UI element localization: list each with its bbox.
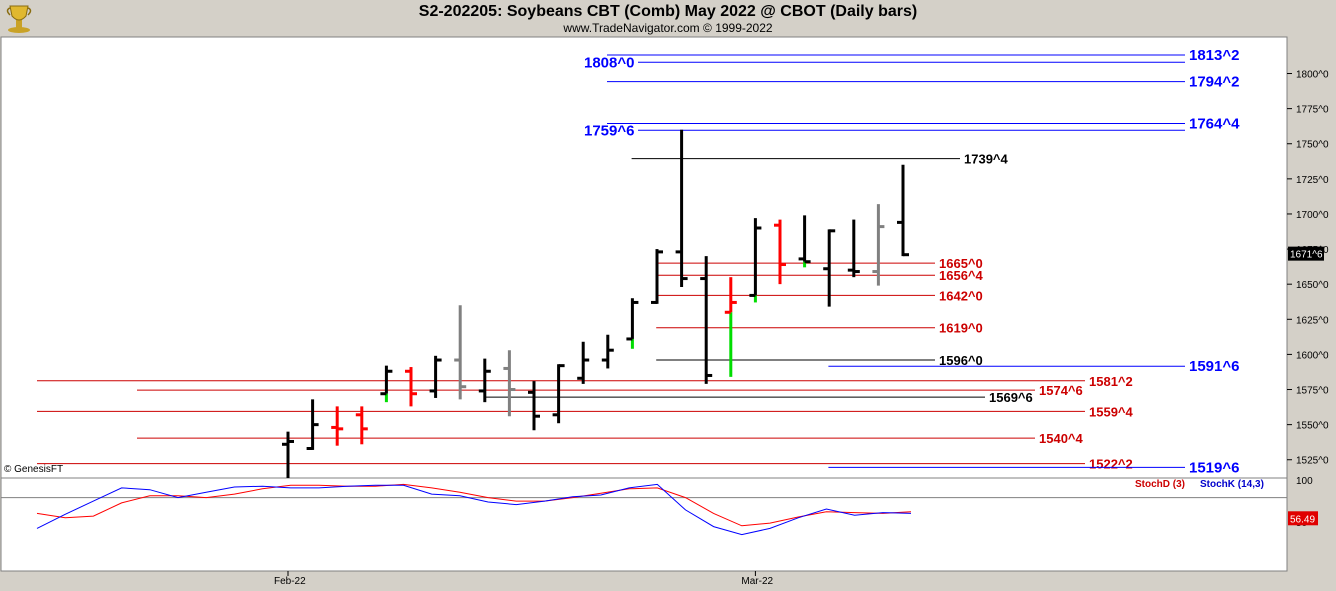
stochK-legend: StochK (14,3) xyxy=(1200,479,1264,490)
price-bar xyxy=(749,218,762,303)
level-label: 1656^4 xyxy=(939,268,984,283)
price-bar xyxy=(528,381,540,431)
level-label: 1581^2 xyxy=(1089,374,1133,389)
trophy-logo-icon xyxy=(6,5,32,33)
price-bar xyxy=(700,256,713,384)
price-bar xyxy=(897,164,909,257)
price-bar xyxy=(331,406,344,446)
chart-subtitle: www.TradeNavigator.com © 1999-2022 xyxy=(563,21,773,35)
stoch-last-marker xyxy=(1288,511,1318,526)
price-bar xyxy=(454,305,467,400)
level-label: 1794^2 xyxy=(1189,74,1239,91)
chart-header: S2-202205: Soybeans CBT (Comb) May 2022 … xyxy=(0,0,1336,36)
price-bar xyxy=(872,204,885,286)
level-label: 1739^4 xyxy=(964,152,1009,167)
stochD-legend: StochD (3) xyxy=(1135,479,1185,490)
price-bar xyxy=(552,364,565,424)
level-label: 1813^2 xyxy=(1189,47,1239,64)
last-price-label: 1671^6 xyxy=(1290,250,1323,261)
price-bar xyxy=(601,334,614,369)
last-price-marker xyxy=(1288,246,1324,261)
level-label: 1540^4 xyxy=(1039,431,1084,446)
price-tick-label: 1625^0 xyxy=(1296,315,1329,326)
level-label: 1808^0 xyxy=(584,54,634,71)
stochastic-plot: StochD (3) StochK (14,3) xyxy=(1,479,1287,536)
chart-title: S2-202205: Soybeans CBT (Comb) May 2022 … xyxy=(418,3,918,20)
level-label: 1642^0 xyxy=(939,288,983,303)
price-bar xyxy=(651,249,663,304)
level-label: 1619^0 xyxy=(939,321,983,336)
price-tick-label: 1750^0 xyxy=(1296,140,1329,151)
level-label: 1519^6 xyxy=(1189,459,1239,476)
level-label: 1559^4 xyxy=(1089,404,1134,419)
stoch-series-line xyxy=(36,483,912,527)
price-bar xyxy=(774,219,786,285)
price-tick-label: 1650^0 xyxy=(1296,280,1329,291)
price-tick-label: 1550^0 xyxy=(1296,421,1329,432)
x-tick-label: Feb-22 xyxy=(274,576,306,587)
price-plot: 1813^2 1808^0 1794^2 1764^4 1759^6 1739^4 1665… xyxy=(37,47,1240,478)
price-tick-label: 1725^0 xyxy=(1296,175,1329,186)
level-label: 1665^0 xyxy=(939,256,983,271)
price-tick-label: 1600^0 xyxy=(1296,350,1329,361)
level-label: 1759^6 xyxy=(584,122,634,139)
price-bar xyxy=(577,341,590,384)
price-bar xyxy=(380,365,393,403)
level-label: 1569^6 xyxy=(989,390,1033,405)
level-label: 1591^6 xyxy=(1189,358,1239,375)
price-bar xyxy=(503,350,516,417)
price-bar xyxy=(847,219,860,278)
price-tick-label: 1775^0 xyxy=(1296,105,1329,116)
level-label: 1574^6 xyxy=(1039,383,1083,398)
price-bar xyxy=(798,215,811,268)
price-bar xyxy=(405,367,417,407)
stoch-series-line xyxy=(36,483,912,536)
price-bar xyxy=(355,406,368,445)
price-tick-label: 1575^0 xyxy=(1296,386,1329,397)
level-label: 1522^2 xyxy=(1089,457,1133,472)
price-bar xyxy=(724,277,737,377)
level-label: 1764^4 xyxy=(1189,116,1240,133)
price-bar xyxy=(282,431,294,478)
level-label: 1596^0 xyxy=(939,353,983,368)
price-bar xyxy=(306,399,319,451)
copyright-label: © GenesisFT xyxy=(4,464,63,475)
price-bar xyxy=(823,229,836,307)
price-tick-label: 1800^0 xyxy=(1296,70,1329,81)
price-bar xyxy=(675,129,688,287)
price-tick-label: 1700^0 xyxy=(1296,210,1329,221)
stochastic-pane[interactable] xyxy=(0,477,1288,572)
x-tick-label: Mar-22 xyxy=(741,576,773,587)
price-tick-label: 1525^0 xyxy=(1296,456,1329,467)
price-bar xyxy=(626,298,639,349)
price-pane[interactable] xyxy=(0,36,1288,479)
stoch-tick-label: 100 xyxy=(1296,476,1313,487)
price-bar xyxy=(429,355,442,398)
stoch-last-label: 56.49 xyxy=(1290,514,1315,525)
price-bar xyxy=(478,358,491,403)
axes: 1525^01550^01575^01600^01625^01650^01675… xyxy=(274,70,1329,587)
